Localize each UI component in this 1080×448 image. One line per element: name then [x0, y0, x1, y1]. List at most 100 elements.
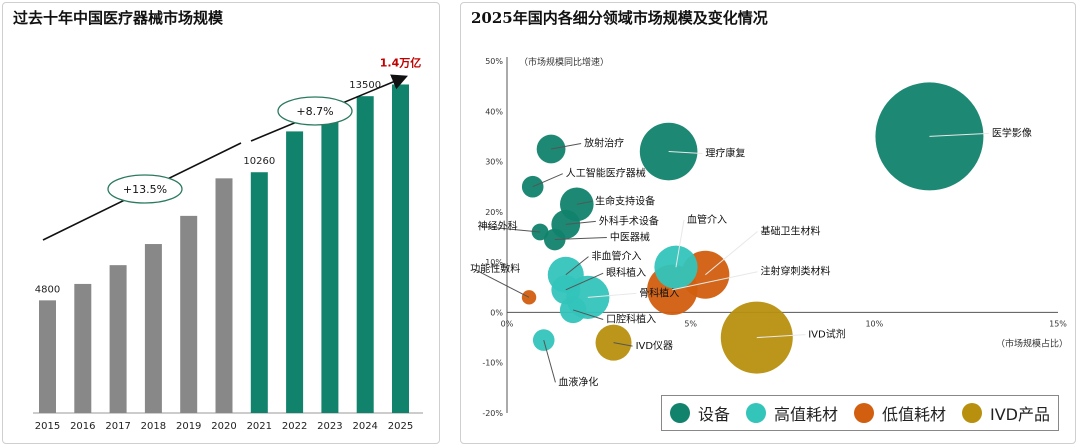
x-tick-label: 2019	[176, 421, 201, 432]
chart-legend: 设备 高值耗材 低值耗材 IVD产品	[661, 395, 1059, 431]
leader-line	[532, 173, 563, 188]
growth-rate-label: +8.7%	[296, 105, 333, 118]
leader-line	[554, 237, 607, 241]
bubble-label: 生命支持设备	[595, 194, 655, 207]
bubble-IVD试剂	[720, 301, 793, 374]
y-tick-label: 30%	[485, 158, 503, 167]
data-label: 10260	[243, 156, 275, 167]
leader-line	[565, 256, 589, 276]
bubble-label: 人工智能医疗器械	[566, 167, 646, 180]
legend-item-equipment: 设备	[669, 401, 730, 425]
x-tick-label: 2020	[211, 421, 236, 432]
growth-oval	[277, 96, 353, 126]
segment-bubble-title: 2025年国内各细分领域市场规模及变化情况	[471, 9, 768, 27]
leader-line	[929, 132, 989, 137]
bubble-功能性敷料	[521, 290, 537, 305]
leader-line	[565, 220, 596, 225]
market-size-bar-chart: 2015 2016 2017 2018 2019 2020 2021 2022 2023 2024…	[33, 55, 423, 432]
leader-line	[576, 200, 593, 205]
bubble-label: IVD仪器	[636, 340, 674, 352]
x-tick-label: 2016	[70, 421, 95, 432]
legend-label: IVD产品	[989, 405, 1050, 424]
x-tick-label: 2024	[352, 421, 377, 432]
y-tick-label: 40%	[485, 107, 503, 116]
y-tick-label: -20%	[482, 409, 503, 418]
legend-swatch	[669, 403, 690, 423]
bar-2024	[356, 96, 374, 413]
legend-item-ivd: IVD产品	[961, 401, 1050, 425]
bar-2019	[180, 215, 198, 413]
y-tick-label: 50%	[485, 57, 503, 66]
data-label: 1.4万亿	[380, 55, 422, 69]
bubble-label: 血管介入	[687, 213, 727, 226]
legend-swatch	[745, 403, 766, 423]
x-tick-label: 2022	[282, 421, 307, 432]
bubble-血管介入	[654, 245, 698, 289]
growth-oval	[107, 174, 183, 204]
leader-line	[565, 272, 604, 291]
bubble-label: 口腔科植入	[606, 312, 656, 325]
bubble-理疗康复	[639, 122, 698, 181]
x-tick-label: 2021	[247, 421, 272, 432]
legend-label: 低值耗材	[881, 405, 946, 424]
leader-line	[668, 151, 703, 155]
bubble-label: 眼科植入	[606, 266, 646, 279]
x-tick-label: 2015	[35, 421, 60, 432]
bubble-口腔科植入	[559, 296, 587, 324]
bubble-label: 功能性敷料	[470, 262, 520, 275]
data-label: 13500	[349, 80, 381, 91]
market-size-title: 过去十年中国医疗器械市场规模	[13, 9, 224, 27]
x-axis-title: （市场规模占比）	[996, 337, 1068, 349]
bar-2025	[392, 84, 409, 413]
bubble-label: IVD试剂	[808, 328, 846, 341]
market-size-panel: 过去十年中国医疗器械市场规模 2015 2016 2017 2018 2019 2020 2…	[2, 2, 440, 444]
bubble-人工智能医疗器械	[521, 175, 544, 198]
y-tick-label: 20%	[485, 208, 503, 217]
bar-2022	[286, 131, 304, 413]
bar-2018	[144, 244, 162, 413]
legend-swatch	[961, 403, 982, 423]
x-tick-label: 2025	[388, 421, 413, 432]
bubble-label: 中医器械	[610, 231, 650, 244]
growth-rate-label: +13.5%	[123, 183, 167, 196]
y-tick-label: 0%	[490, 308, 503, 317]
data-label: 4800	[35, 284, 60, 295]
y-tick-label: 10%	[485, 258, 503, 267]
segment-bubble-chart: -20% -10% 0% 10% 20% 30% 40% 50% 0% 5% 10% 15% （市场规模…	[470, 56, 1068, 418]
bubble-label: 非血管介入	[591, 250, 641, 263]
x-tick-label: 2018	[141, 421, 166, 432]
x-tick-label: 0%	[501, 319, 514, 328]
bar-2020	[215, 178, 233, 413]
leader-line	[672, 271, 758, 291]
x-tick-label: 2023	[317, 421, 342, 432]
leader-line	[550, 142, 582, 150]
leader-line	[705, 231, 758, 276]
legend-swatch	[853, 403, 874, 423]
bubble-label: 骨科植入	[639, 286, 679, 299]
bubble-label: 血液净化	[558, 375, 598, 388]
bubble-label: 神经外科	[478, 219, 518, 232]
leader-line	[675, 219, 685, 268]
legend-label: 高值耗材	[773, 405, 838, 424]
bar-2016	[74, 283, 92, 413]
bubble-放射治疗	[536, 134, 566, 164]
leader-line	[572, 309, 604, 320]
leader-line	[481, 225, 541, 233]
legend-item-high-value: 高值耗材	[745, 401, 838, 425]
x-tick-label: 2017	[105, 421, 130, 432]
bar-2015	[39, 300, 56, 413]
bubble-label: 理疗康复	[705, 147, 745, 160]
y-tick-label: -10%	[482, 359, 503, 368]
x-tick-label: 10%	[865, 319, 883, 328]
x-tick-label: 15%	[1049, 319, 1067, 328]
leader-line	[587, 292, 637, 298]
bubble-label: 医学影像	[992, 126, 1032, 139]
y-axis-title: （市场规模同比增速）	[519, 56, 609, 68]
bar-2017	[109, 265, 127, 413]
legend-label: 设备	[697, 405, 730, 424]
leader-line	[756, 334, 806, 339]
bubble-中医器械	[543, 228, 566, 251]
x-tick-label: 5%	[684, 319, 697, 328]
bubble-label: 放射治疗	[584, 136, 624, 149]
bar-2023	[321, 117, 339, 413]
